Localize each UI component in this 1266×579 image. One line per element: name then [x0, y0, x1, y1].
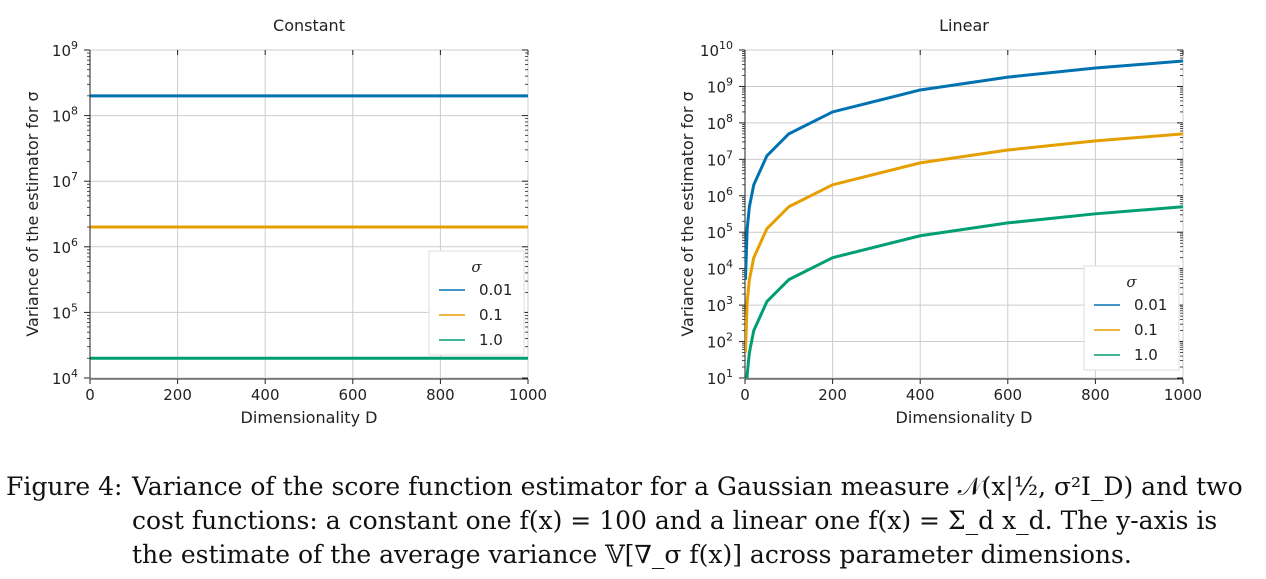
y-tick-label: 107 — [707, 148, 733, 169]
y-tick-label: 106 — [707, 185, 733, 206]
figure-caption: Figure 4: Variance of the score function … — [6, 470, 1262, 572]
x-tick-label: 0 — [740, 386, 750, 404]
legend-box — [428, 250, 525, 356]
legend-entry: 1.0 — [479, 331, 503, 349]
series-line-0.01 — [745, 59, 1183, 280]
legend-box — [1083, 265, 1180, 371]
y-axis-label: Variance of the estimator for σ — [678, 91, 697, 336]
caption-line-2: cost functions: a constant one f(x) = 10… — [132, 506, 1218, 535]
chart-2: 0 200 400 600 800 1000 101 102 103 104 105 106 107 10… — [678, 16, 1202, 427]
x-tick-label: 0 — [85, 386, 95, 404]
series-line-0.1 — [745, 132, 1183, 353]
caption-line-1: Variance of the score function estimator… — [132, 472, 1243, 501]
chart-title: Linear — [939, 16, 989, 35]
caption-label: Figure 4: — [6, 472, 123, 501]
legend-title: σ — [1126, 273, 1137, 291]
y-tick-label: 108 — [52, 105, 78, 126]
x-axis-label: Dimensionality D — [896, 408, 1033, 427]
legend-entry: 0.1 — [479, 306, 503, 324]
x-tick-label: 1000 — [509, 386, 547, 404]
x-tick-label: 200 — [818, 386, 847, 404]
legend-entry: 0.01 — [479, 281, 512, 299]
caption-line-3: the estimate of the average variance 𝕍[∇… — [132, 540, 1132, 569]
y-tick-label: 104 — [707, 258, 733, 279]
x-tick-label: 800 — [426, 386, 455, 404]
chart-title: Constant — [273, 16, 345, 35]
y-tick-label: 103 — [707, 294, 733, 315]
x-tick-label: 200 — [163, 386, 192, 404]
x-tick-label: 400 — [251, 386, 280, 404]
y-tick-label: 1010 — [700, 39, 733, 60]
legend-title: σ — [471, 258, 482, 276]
y-tick-label: 106 — [52, 236, 78, 257]
x-tick-label: 1000 — [1164, 386, 1202, 404]
chart-1: 0 200 400 600 800 1000 104 105 106 107 108 109 Const… — [23, 16, 547, 427]
x-tick-label: 600 — [338, 386, 367, 404]
legend-entry: 1.0 — [1134, 346, 1158, 364]
y-tick-label: 109 — [52, 39, 78, 60]
series-line-1.0 — [745, 205, 1183, 378]
legend-entry: 0.01 — [1134, 296, 1167, 314]
x-axis-label: Dimensionality D — [241, 408, 378, 427]
y-tick-label: 107 — [52, 170, 78, 191]
x-tick-label: 400 — [906, 386, 935, 404]
y-tick-label: 105 — [707, 221, 733, 242]
y-tick-label: 108 — [707, 112, 733, 133]
y-axis-label: Variance of the estimator for σ — [23, 91, 42, 336]
y-tick-label: 102 — [707, 331, 733, 352]
y-tick-label: 104 — [52, 367, 78, 388]
x-tick-label: 600 — [993, 386, 1022, 404]
legend-entry: 0.1 — [1134, 321, 1158, 339]
y-tick-label: 109 — [707, 75, 733, 96]
y-tick-label: 105 — [52, 301, 78, 322]
y-tick-label: 101 — [707, 367, 733, 388]
x-tick-label: 800 — [1081, 386, 1110, 404]
figure: 0 200 400 600 800 1000 104 105 106 107 108 109 Const… — [23, 16, 1202, 427]
